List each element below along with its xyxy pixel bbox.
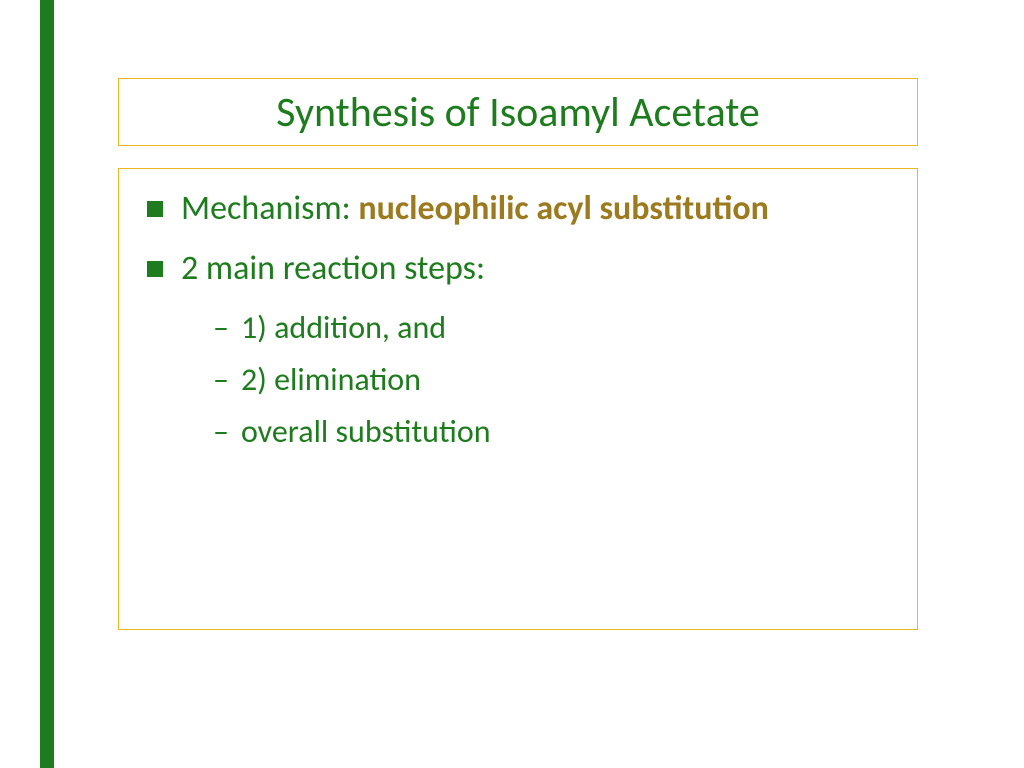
content-box: Mechanism: nucleophilic acyl substitutio…: [118, 168, 918, 630]
square-bullet-icon: [147, 201, 163, 217]
square-bullet-icon: [147, 261, 163, 277]
title-box: Synthesis of Isoamyl Acetate: [118, 78, 918, 146]
bullet-label: Mechanism:: [181, 188, 358, 229]
bullet-item: Mechanism: nucleophilic acyl substitutio…: [147, 187, 889, 231]
dash-bullet-icon: –: [213, 359, 229, 401]
dash-bullet-icon: –: [213, 307, 229, 349]
bullet-text: 2 main reaction steps:: [181, 247, 485, 291]
sub-bullet-item: – 1) addition, and: [213, 307, 889, 349]
bullet-item: 2 main reaction steps:: [147, 247, 889, 291]
dash-bullet-icon: –: [213, 411, 229, 453]
sub-bullet-text: 1) addition, and: [241, 307, 446, 349]
sub-bullet-text: overall substitution: [241, 411, 491, 453]
bullet-text: Mechanism: nucleophilic acyl substitutio…: [181, 187, 769, 231]
sub-bullet-item: – overall substitution: [213, 411, 889, 453]
left-accent-bar: [40, 0, 54, 768]
sub-bullet-item: – 2) elimination: [213, 359, 889, 401]
bullet-highlight: nucleophilic acyl substitution: [358, 188, 769, 229]
sub-bullet-text: 2) elimination: [241, 359, 421, 401]
slide-title: Synthesis of Isoamyl Acetate: [276, 87, 760, 138]
